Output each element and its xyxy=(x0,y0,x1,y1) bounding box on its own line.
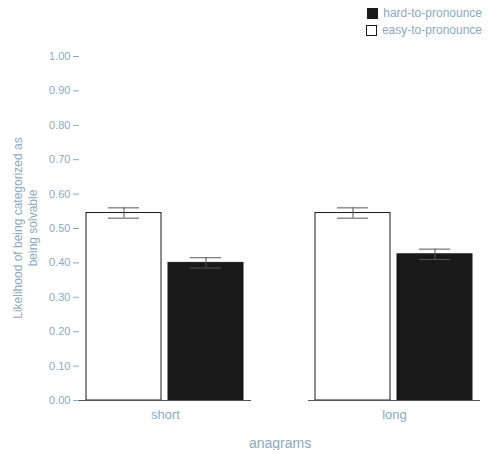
svg-text:0.70: 0.70 xyxy=(49,153,70,165)
svg-text:0.40: 0.40 xyxy=(49,256,70,268)
html-text:hard-to-pronounce: hard-to-pronounce xyxy=(383,6,482,20)
svg-text:0.30: 0.30 xyxy=(49,291,70,303)
svg-text:anagrams: anagrams xyxy=(249,435,311,451)
svg-text:0.80: 0.80 xyxy=(49,119,70,131)
svg-text:0.10: 0.10 xyxy=(49,360,70,372)
svg-text:Likelihood of being categorize: Likelihood of being categorized asbeing … xyxy=(11,137,39,318)
svg-text:short: short xyxy=(151,407,180,422)
svg-text:0.90: 0.90 xyxy=(49,84,70,96)
svg-text:0.00: 0.00 xyxy=(49,394,70,406)
svg-text:1.00: 1.00 xyxy=(49,50,70,62)
svg-text:0.50: 0.50 xyxy=(49,222,70,234)
svg-text:0.20: 0.20 xyxy=(49,325,70,337)
svg-text:0.60: 0.60 xyxy=(49,188,70,200)
html-text:easy-to-pronounce: easy-to-pronounce xyxy=(381,23,482,37)
svg-text:long: long xyxy=(382,407,407,422)
